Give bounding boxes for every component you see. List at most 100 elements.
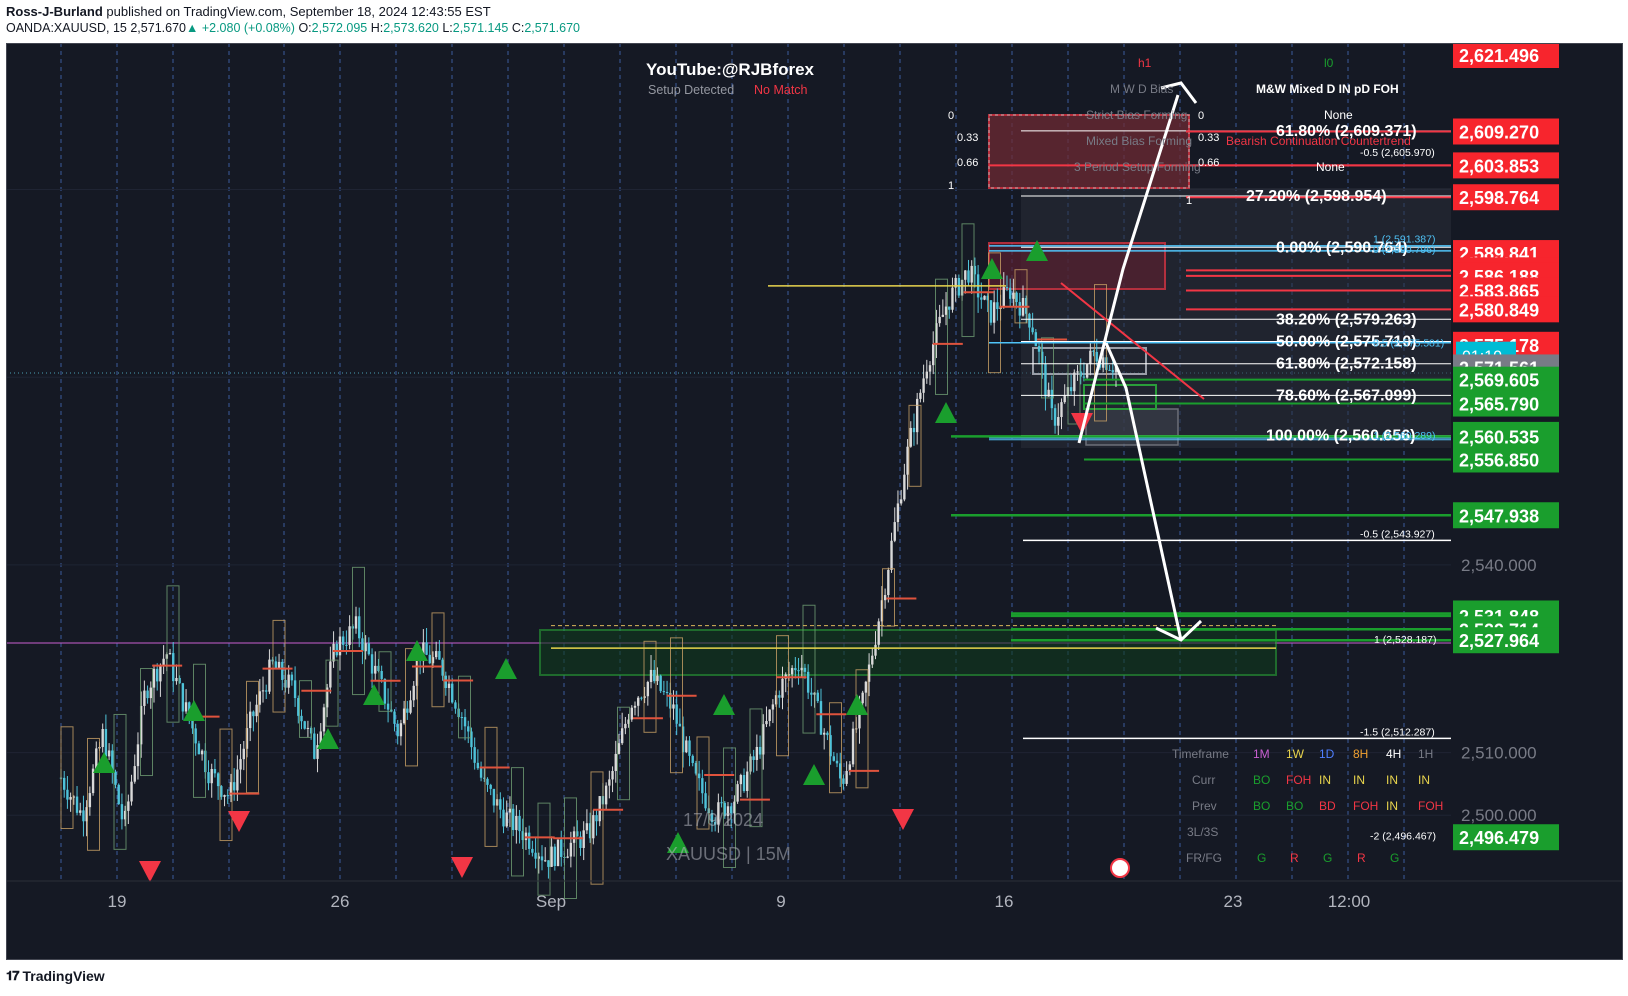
candle-body [595, 815, 598, 822]
candle-body [723, 802, 726, 817]
candle-body [434, 651, 438, 658]
candle-body [358, 616, 361, 639]
us-flag-icon [1110, 858, 1130, 878]
candle-body [1002, 287, 1005, 308]
low-value: 2,571.145 [452, 21, 509, 35]
bear-signal-icon [451, 857, 473, 878]
candle-body [935, 323, 938, 345]
candle-body [896, 503, 900, 523]
candle-body [319, 731, 322, 746]
author-name[interactable]: Ross-J-Burland [6, 4, 103, 19]
candle-body [82, 810, 85, 822]
candle-body [688, 740, 691, 756]
candle-body [736, 784, 739, 802]
high-label: H: [370, 21, 384, 35]
candle-body [832, 756, 836, 761]
candle-body [579, 836, 582, 848]
bull-signal-icon [713, 694, 735, 715]
chart-svg[interactable]: YouTube:@RJBforex Setup Detected No Match h… [6, 42, 1623, 960]
candle-body [941, 314, 945, 317]
candle-body [473, 747, 476, 763]
candle-body [518, 815, 521, 832]
candle-body [483, 777, 486, 779]
htf-candle [1094, 284, 1107, 422]
candle-body [438, 651, 441, 660]
red-trend-line [1060, 282, 1205, 400]
ext-level-label: -0.5 (2,543.927) [1360, 528, 1435, 540]
bull-signal-icon [803, 764, 825, 785]
bull-signal-icon [93, 752, 115, 773]
fib-mid-label: 1 [1186, 195, 1192, 207]
fib-level-label: 100.00% (2,560.656) [1266, 428, 1415, 445]
time-tick-label: Sep [536, 892, 566, 911]
candle-body [332, 643, 335, 662]
candle-body [415, 658, 419, 686]
candle-body [409, 700, 412, 713]
bull-signal-icon [667, 832, 689, 853]
candle-body [499, 799, 502, 810]
candle-body [207, 772, 210, 784]
candle-body [656, 675, 659, 682]
candle-body [768, 709, 771, 722]
candle-body [451, 683, 454, 703]
candle-body [281, 661, 284, 680]
fib-level-label: 27.20% (2,598.954) [1246, 188, 1387, 205]
candle-body [1031, 327, 1034, 333]
candle-body [117, 784, 120, 805]
published-text: published on TradingView.com, September … [106, 4, 491, 19]
candle-body [617, 743, 621, 754]
htf-candle [590, 771, 604, 885]
htf-candle [935, 278, 948, 395]
candle-body [236, 769, 239, 791]
htf-candle [643, 640, 657, 733]
candle-body [649, 669, 653, 683]
candle-body [816, 692, 819, 702]
candle-body [822, 732, 826, 735]
fib-left-label: 0.33 [957, 132, 978, 144]
chart-area[interactable]: YouTube:@RJBforex Setup Detected No Match h… [6, 42, 1623, 960]
htf-candle [193, 663, 206, 798]
price-label: 2,565.790 [1459, 395, 1539, 415]
candle-body [826, 732, 829, 736]
candle-body [341, 636, 345, 645]
candle-body [226, 795, 229, 797]
htf-candle [855, 669, 869, 789]
candle-body [890, 540, 893, 570]
price-label: 2,621.496 [1459, 46, 1539, 66]
candle-body [1034, 332, 1038, 347]
candle-body [550, 846, 553, 867]
candle-body [412, 685, 415, 701]
l0-label: l0 [1324, 56, 1334, 70]
candle-body [386, 703, 390, 710]
price-label-box [1453, 390, 1559, 417]
candle-body [335, 643, 338, 656]
symbol-label: OANDA:XAUUSD, 15 [6, 21, 127, 35]
candle-body [951, 287, 954, 310]
candle-body [168, 653, 172, 655]
htf-candle [670, 637, 683, 774]
arrow-head-icon [1160, 81, 1198, 104]
symbol-info: OANDA:XAUUSD, 15 2,571.670▲ +2.080 (+0.0… [6, 21, 580, 35]
candle-body [646, 682, 650, 697]
bull-signal-icon [317, 728, 339, 749]
candle-body [210, 768, 213, 784]
candle-body [1050, 389, 1054, 409]
candle-body [287, 674, 290, 688]
candle-body [592, 815, 595, 839]
price-label-box [1453, 296, 1559, 323]
candle-body [938, 316, 941, 324]
bias-table-cell: G [1257, 851, 1266, 865]
candle-body [585, 823, 589, 831]
candle-body [810, 692, 813, 695]
candle-body [948, 306, 951, 310]
candle-body [713, 822, 717, 825]
candle-body [582, 830, 585, 848]
arrow-head-icon [1155, 619, 1203, 642]
time-tick-label: 9 [776, 892, 785, 911]
candle-body [967, 270, 970, 283]
candle-body [175, 677, 178, 682]
last-price: 2,571.670 [130, 21, 186, 35]
candle-body [633, 705, 637, 708]
candle-body [604, 785, 608, 805]
candle-body [348, 626, 351, 645]
